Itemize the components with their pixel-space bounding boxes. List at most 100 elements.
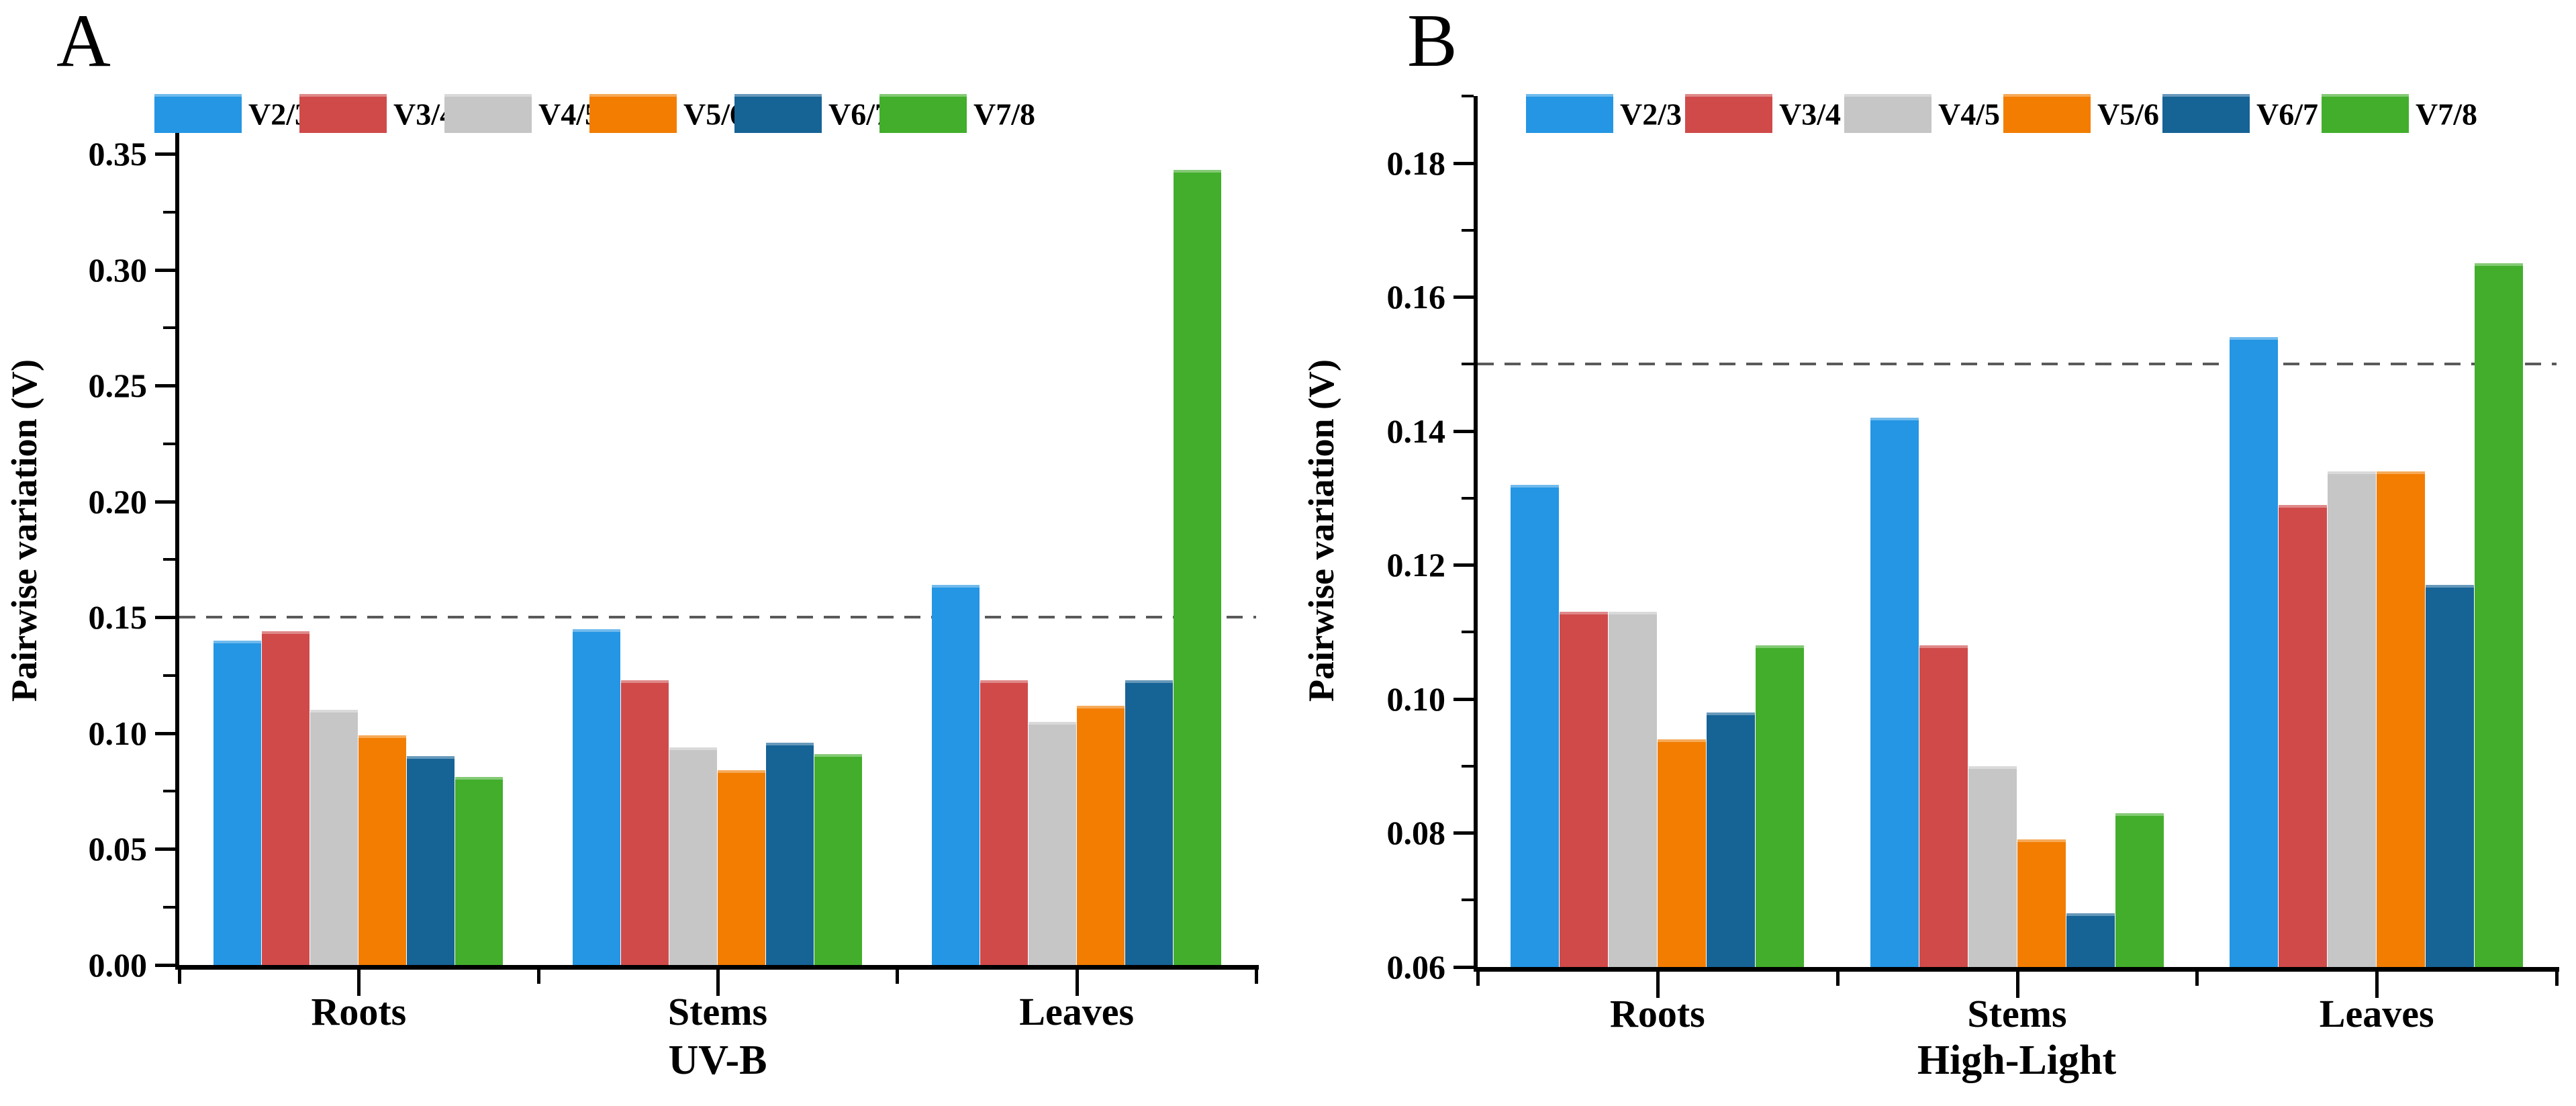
y-major-tick: [1453, 295, 1474, 299]
bar-roots-V3-4: [262, 631, 310, 965]
bar-roots-V3-4: [1559, 612, 1608, 967]
y-tick-label: 0.20: [88, 482, 148, 520]
x-major-tick: [357, 969, 361, 996]
bar-leaves-V3-4: [2279, 504, 2328, 967]
bar-leaves-V4-5: [2328, 471, 2377, 967]
y-major-tick: [155, 384, 175, 388]
x-category-label: Roots: [311, 990, 407, 1033]
y-major-tick: [1453, 429, 1474, 433]
y-major-tick: [1453, 697, 1474, 701]
y-major-tick: [1453, 966, 1474, 969]
y-minor-tick: [1462, 496, 1474, 500]
x-category-label: Leaves: [2319, 992, 2434, 1035]
bar-leaves-V6-7: [2426, 585, 2475, 967]
x-major-tick: [2015, 971, 2019, 998]
x-axis-title: High-Light: [1917, 1038, 2117, 1083]
legend-swatch-V4-5: [444, 94, 532, 133]
y-tick-label: 0.35: [88, 135, 148, 173]
bar-leaves-V6-7: [1125, 680, 1173, 965]
bar-roots-V6-7: [1706, 712, 1755, 967]
legend-label-V6-7: V6/7: [2256, 97, 2318, 132]
y-minor-tick: [163, 326, 175, 330]
y-minor-tick: [1462, 228, 1474, 232]
legend-swatch-V7-8: [879, 94, 967, 133]
legend-swatch-V2-3: [154, 94, 242, 133]
bar-stems-V3-4: [1919, 645, 1968, 967]
x-axis-title: UV-B: [668, 1038, 767, 1083]
legend-swatch-V4-5: [1844, 94, 1931, 133]
bar-stems-V6-7: [2066, 913, 2115, 967]
legend-swatch-V3-4: [299, 94, 387, 133]
y-axis-title: Pairwise variation (V): [1301, 359, 1341, 702]
y-major-tick: [155, 616, 175, 620]
y-tick-label: 0.10: [1386, 680, 1446, 718]
x-minor-tick: [2555, 971, 2559, 986]
x-major-tick: [716, 969, 720, 996]
x-minor-tick: [1835, 971, 1840, 986]
y-tick-label: 0.15: [88, 598, 148, 637]
y-minor-tick: [163, 442, 175, 445]
y-tick-label: 0.00: [88, 946, 148, 984]
y-tick-label: 0.30: [88, 250, 148, 289]
bar-roots-V4-5: [1608, 612, 1657, 967]
y-minor-tick: [163, 790, 175, 793]
y-major-tick: [155, 268, 175, 272]
legend-swatch-V3-4: [1685, 94, 1772, 133]
y-minor-tick: [163, 210, 175, 214]
legend-swatch-V6-7: [2162, 94, 2250, 133]
bar-stems-V3-4: [621, 680, 669, 965]
x-major-tick: [1075, 969, 1079, 996]
bar-stems-V4-5: [1968, 766, 2017, 967]
x-minor-tick: [1476, 971, 1480, 986]
bar-stems-V6-7: [766, 742, 814, 965]
x-minor-tick: [896, 969, 900, 984]
bar-leaves-V4-5: [1028, 721, 1076, 965]
x-minor-tick: [2195, 971, 2199, 986]
bar-roots-V2-3: [1510, 484, 1559, 967]
legend-swatch-V7-8: [2322, 94, 2409, 133]
y-minor-tick: [1462, 898, 1474, 902]
x-major-tick: [2375, 971, 2379, 998]
y-tick-label: 0.16: [1386, 278, 1446, 316]
legend-swatch-V2-3: [1526, 94, 1613, 133]
bar-leaves-V3-4: [980, 680, 1028, 965]
x-axis-line: [1474, 967, 2559, 972]
reference-dashed-line: [1478, 363, 2557, 366]
y-tick-label: 0.14: [1386, 412, 1446, 450]
legend-swatch-V5-6: [2003, 94, 2091, 133]
bar-stems-V7-8: [814, 753, 862, 965]
bar-stems-V7-8: [2115, 813, 2164, 967]
y-minor-tick: [1462, 764, 1474, 768]
y-tick-label: 0.10: [88, 714, 148, 752]
x-minor-tick: [1255, 969, 1258, 984]
bar-stems-V2-3: [1870, 417, 1919, 967]
x-category-label: Stems: [1967, 992, 2067, 1035]
y-minor-tick: [163, 905, 175, 909]
bar-roots-V2-3: [213, 640, 262, 965]
y-tick-label: 0.18: [1386, 144, 1446, 182]
y-tick-label: 0.12: [1386, 546, 1446, 584]
y-major-tick: [1453, 161, 1474, 165]
bar-roots-V6-7: [407, 756, 455, 965]
bar-stems-V2-3: [573, 629, 620, 965]
legend-label-V2-3: V2/3: [1620, 97, 1682, 132]
bar-leaves-V7-8: [2475, 263, 2524, 967]
bar-stems-V5-6: [718, 770, 765, 965]
y-major-tick: [155, 964, 175, 967]
y-tick-label: 0.08: [1386, 814, 1446, 852]
bar-leaves-V5-6: [1076, 705, 1125, 965]
y-tick-label: 0.05: [88, 830, 148, 868]
legend-label-V5-6: V5/6: [2097, 97, 2159, 132]
y-tick-label: 0.25: [88, 367, 148, 405]
y-tick-label: 0.06: [1386, 948, 1446, 986]
y-minor-tick: [163, 674, 175, 677]
bar-roots-V5-6: [1657, 739, 1706, 967]
legend-label-V4-5: V4/5: [1938, 97, 2000, 132]
y-major-tick: [155, 847, 175, 851]
y-minor-tick: [163, 558, 175, 561]
bar-leaves-V7-8: [1173, 170, 1221, 965]
legend-label-V7-8: V7/8: [2416, 97, 2477, 132]
y-major-tick: [155, 152, 175, 156]
